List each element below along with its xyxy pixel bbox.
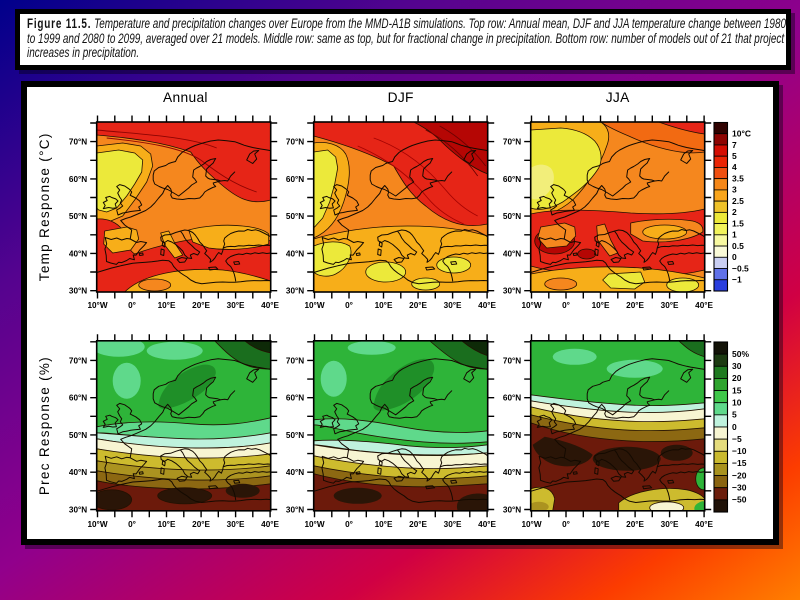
svg-text:5: 5 <box>732 410 737 420</box>
svg-text:60°N: 60°N <box>286 394 304 403</box>
svg-text:10°E: 10°E <box>592 520 610 529</box>
svg-text:30°E: 30°E <box>444 301 462 310</box>
svg-text:30°N: 30°N <box>286 287 304 296</box>
svg-text:50°N: 50°N <box>503 212 521 221</box>
svg-text:Annual: Annual <box>163 90 208 105</box>
svg-text:2.5: 2.5 <box>732 196 744 206</box>
svg-text:30°E: 30°E <box>227 301 245 310</box>
svg-text:40°N: 40°N <box>503 249 521 258</box>
svg-text:3.5: 3.5 <box>732 173 744 183</box>
svg-text:60°N: 60°N <box>503 394 521 403</box>
svg-text:30°E: 30°E <box>227 520 245 529</box>
svg-text:30: 30 <box>732 361 742 371</box>
svg-text:40°N: 40°N <box>69 468 87 477</box>
svg-text:70°N: 70°N <box>69 138 87 147</box>
svg-text:70°N: 70°N <box>286 138 304 147</box>
svg-text:20°E: 20°E <box>626 301 644 310</box>
svg-text:10°W: 10°W <box>87 520 107 529</box>
svg-text:30°N: 30°N <box>503 287 521 296</box>
svg-text:0: 0 <box>732 422 737 432</box>
svg-text:0°: 0° <box>345 520 353 529</box>
svg-text:30°N: 30°N <box>69 506 87 515</box>
svg-text:30°E: 30°E <box>444 520 462 529</box>
svg-text:−0.5: −0.5 <box>732 263 749 273</box>
svg-text:40°E: 40°E <box>478 520 496 529</box>
svg-text:10°W: 10°W <box>87 301 107 310</box>
svg-text:10°W: 10°W <box>521 520 541 529</box>
svg-text:60°N: 60°N <box>69 394 87 403</box>
svg-text:30°E: 30°E <box>661 520 679 529</box>
svg-text:−20: −20 <box>732 470 747 480</box>
svg-text:10°W: 10°W <box>521 301 541 310</box>
svg-text:30°N: 30°N <box>69 287 87 296</box>
svg-text:−1: −1 <box>732 275 742 285</box>
svg-text:−5: −5 <box>732 434 742 444</box>
svg-text:70°N: 70°N <box>503 356 521 365</box>
svg-text:10°C: 10°C <box>732 129 751 139</box>
svg-text:10°E: 10°E <box>158 301 176 310</box>
svg-text:10°E: 10°E <box>375 301 393 310</box>
svg-text:10: 10 <box>732 398 742 408</box>
svg-text:JJA: JJA <box>606 90 630 105</box>
svg-text:50°N: 50°N <box>286 212 304 221</box>
svg-text:70°N: 70°N <box>69 356 87 365</box>
svg-text:5: 5 <box>732 151 737 161</box>
svg-text:40°E: 40°E <box>261 520 279 529</box>
svg-text:0°: 0° <box>128 301 136 310</box>
svg-text:DJF: DJF <box>388 90 414 105</box>
svg-text:60°N: 60°N <box>503 175 521 184</box>
svg-text:7: 7 <box>732 140 737 150</box>
svg-text:20°E: 20°E <box>192 301 210 310</box>
svg-text:20°E: 20°E <box>192 520 210 529</box>
svg-text:30°E: 30°E <box>661 301 679 310</box>
svg-text:20: 20 <box>732 373 742 383</box>
svg-text:−30: −30 <box>732 483 747 493</box>
svg-text:40°N: 40°N <box>286 249 304 258</box>
svg-text:40°E: 40°E <box>695 301 713 310</box>
svg-text:0°: 0° <box>562 520 570 529</box>
svg-text:10°W: 10°W <box>304 520 324 529</box>
svg-text:20°E: 20°E <box>626 520 644 529</box>
svg-text:20°E: 20°E <box>409 520 427 529</box>
svg-text:0°: 0° <box>345 301 353 310</box>
svg-text:0°: 0° <box>128 520 136 529</box>
svg-text:50°N: 50°N <box>286 431 304 440</box>
svg-text:40°N: 40°N <box>69 249 87 258</box>
svg-text:50%: 50% <box>732 349 749 359</box>
svg-text:Prec Response (%): Prec Response (%) <box>37 356 52 495</box>
svg-text:40°E: 40°E <box>478 301 496 310</box>
svg-text:Temp Response (°C): Temp Response (°C) <box>37 132 52 281</box>
svg-text:15: 15 <box>732 385 742 395</box>
svg-text:20°E: 20°E <box>409 301 427 310</box>
svg-text:50°N: 50°N <box>69 431 87 440</box>
svg-text:70°N: 70°N <box>286 356 304 365</box>
svg-text:10°W: 10°W <box>304 301 324 310</box>
svg-text:−50: −50 <box>732 495 747 505</box>
svg-text:40°E: 40°E <box>261 301 279 310</box>
svg-text:−10: −10 <box>732 446 747 456</box>
svg-text:30°N: 30°N <box>503 506 521 515</box>
svg-text:4: 4 <box>732 162 737 172</box>
svg-text:70°N: 70°N <box>503 138 521 147</box>
svg-text:2: 2 <box>732 207 737 217</box>
svg-text:10°E: 10°E <box>375 520 393 529</box>
svg-text:30°N: 30°N <box>286 506 304 515</box>
svg-text:60°N: 60°N <box>286 175 304 184</box>
svg-text:10°E: 10°E <box>158 520 176 529</box>
svg-text:50°N: 50°N <box>503 431 521 440</box>
svg-text:1.5: 1.5 <box>732 218 744 228</box>
svg-text:3: 3 <box>732 185 737 195</box>
svg-text:40°N: 40°N <box>503 468 521 477</box>
svg-text:40°N: 40°N <box>286 468 304 477</box>
svg-text:50°N: 50°N <box>69 212 87 221</box>
svg-text:0.5: 0.5 <box>732 241 744 251</box>
svg-text:0: 0 <box>732 252 737 262</box>
svg-text:1: 1 <box>732 230 737 240</box>
svg-text:10°E: 10°E <box>592 301 610 310</box>
svg-text:−15: −15 <box>732 458 747 468</box>
svg-text:0°: 0° <box>562 301 570 310</box>
svg-text:40°E: 40°E <box>695 520 713 529</box>
svg-text:60°N: 60°N <box>69 175 87 184</box>
